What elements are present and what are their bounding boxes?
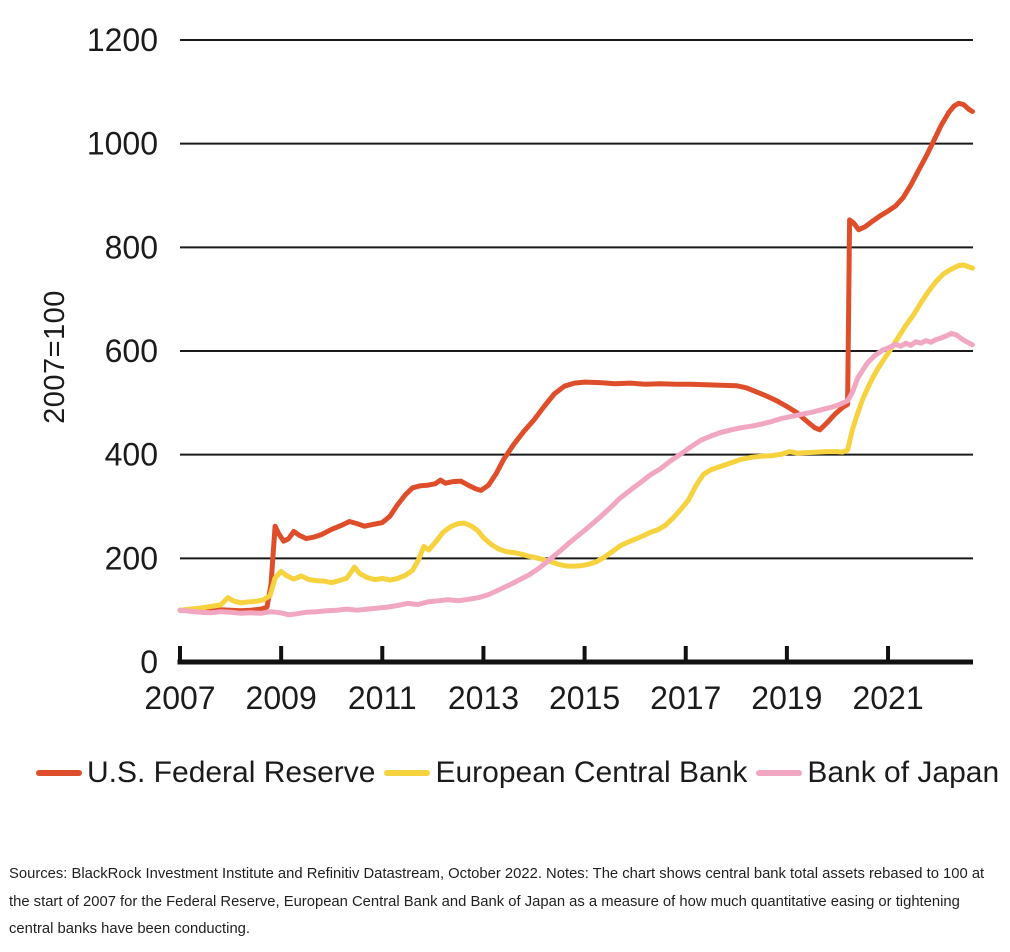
y-axis-title: 2007=100 xyxy=(39,290,71,424)
label-layer: 0 200 400 600 800 1000 1200 2007 2009 2011 2013 201… xyxy=(87,22,924,716)
grid-layer xyxy=(177,39,973,665)
y-tick-label-200: 200 xyxy=(105,540,158,576)
chart-area: 0 200 400 600 800 1000 1200 2007 2009 2011 2013 201… xyxy=(39,22,975,716)
series-line-u-s-federal-reserve xyxy=(177,100,975,614)
legend-label-bank-of-japan: Bank of Japan xyxy=(807,756,1000,789)
legend-item-u-s-federal-reserve: U.S. Federal Reserve xyxy=(36,756,375,790)
legend-swatch-european-central-bank xyxy=(384,770,431,776)
y-tick-label-600: 600 xyxy=(105,333,158,369)
legend-swatch-bank-of-japan xyxy=(756,770,803,776)
x-tick-label-2011: 2011 xyxy=(348,680,417,716)
y-tick-label-800: 800 xyxy=(105,229,158,265)
y-tick-label-400: 400 xyxy=(105,437,158,473)
series-line-bank-of-japan xyxy=(177,330,975,618)
series-line-european-central-bank xyxy=(177,262,975,613)
legend-label-european-central-bank: European Central Bank xyxy=(435,756,748,789)
x-tick-label-2013: 2013 xyxy=(448,680,519,716)
legend: U.S. Federal Reserve European Central Ban… xyxy=(0,756,1010,790)
series-layer xyxy=(177,100,975,618)
source-note: Sources: BlackRock Investment Institute … xyxy=(9,866,985,937)
legend-label-u-s-federal-reserve: U.S. Federal Reserve xyxy=(87,756,376,789)
legend-swatch-u-s-federal-reserve xyxy=(36,770,82,776)
x-tick-label-2021: 2021 xyxy=(852,680,923,716)
legend-item-bank-of-japan: Bank of Japan xyxy=(756,756,999,790)
y-tick-label-1000: 1000 xyxy=(87,126,158,162)
central-bank-assets-chart: 0 200 400 600 800 1000 1200 2007 2009 2011 2013 201… xyxy=(39,22,975,716)
x-tick-label-2009: 2009 xyxy=(246,680,317,716)
x-tick-label-2017: 2017 xyxy=(650,680,721,716)
x-tick-label-2015: 2015 xyxy=(549,680,620,716)
x-tick-label-2007: 2007 xyxy=(144,680,215,716)
x-tick-label-2019: 2019 xyxy=(751,680,822,716)
y-tick-label-1200: 1200 xyxy=(87,22,158,58)
legend-item-european-central-bank: European Central Bank xyxy=(384,756,747,790)
y-tick-label-0: 0 xyxy=(140,644,158,680)
